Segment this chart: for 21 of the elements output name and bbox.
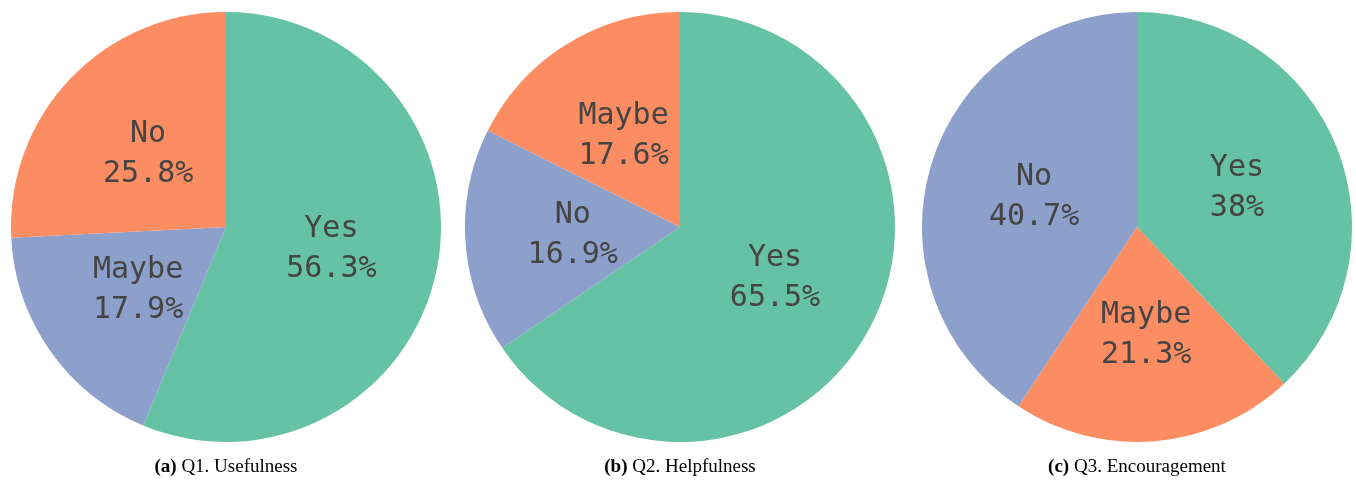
data-label: 17.6% [578,136,669,172]
slice-label: Yes [1209,148,1265,184]
slice-label: Yes [304,208,359,244]
slice-label: No [1015,156,1053,192]
text: (b) Q2. Helpfulness [604,455,756,476]
data-label: 56.3% [286,248,377,284]
text: (a) Q1. Usefulness [154,455,298,476]
slice-label: Yes [747,238,803,274]
data-label: 16.9% [527,234,618,270]
slice-label: No [554,194,591,230]
data-label: 21.3% [1100,334,1192,370]
data-label: 17.9% [92,289,184,325]
data-label: 38% [1209,188,1265,224]
slice-label: No [130,113,167,149]
data-label: 40.7% [988,196,1080,232]
slice-label: Maybe [1100,294,1192,330]
data-label: 25.8% [102,153,194,189]
data-label: 65.5% [729,278,821,314]
text: (c) Q3. Encouragement [1048,455,1226,476]
slice-label: Maybe [578,96,669,132]
slice-label: Maybe [92,249,184,285]
